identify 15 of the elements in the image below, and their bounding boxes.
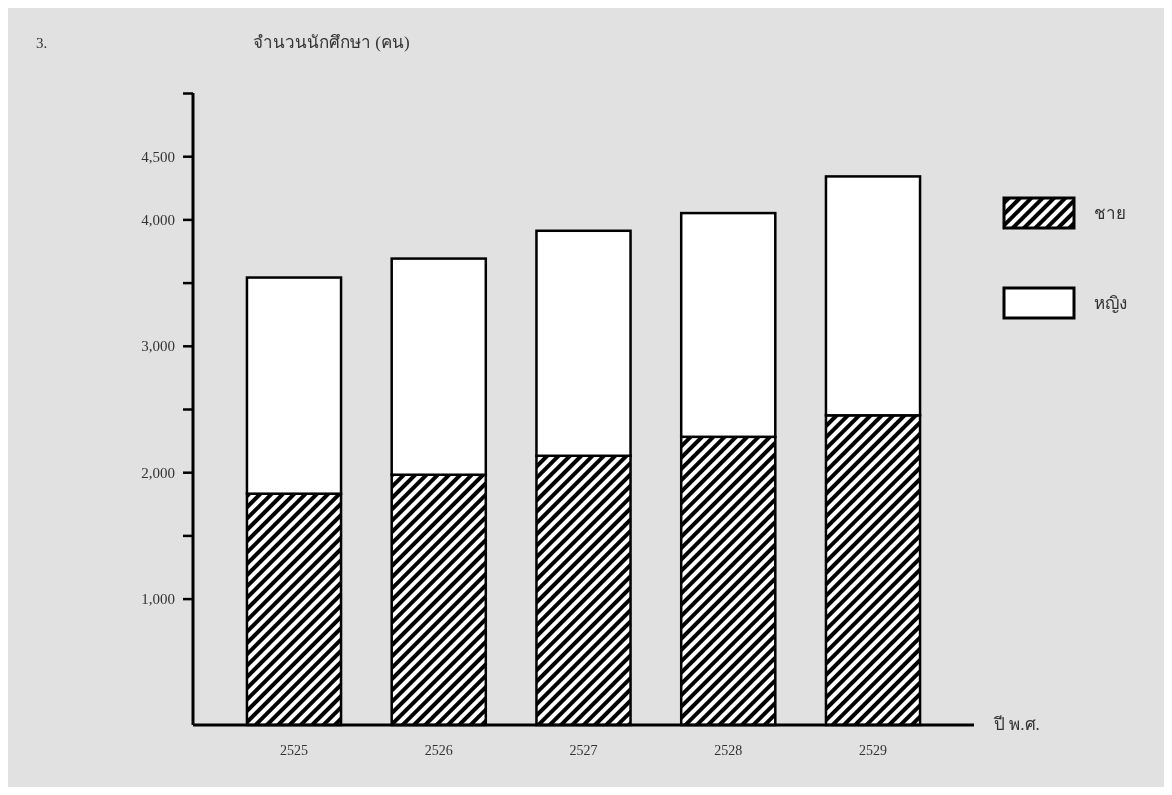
y-axis-title: จำนวนนักศึกษา (คน): [253, 33, 410, 52]
y-tick-label: 2,000: [141, 464, 175, 481]
x-tick-label: 2527: [569, 743, 598, 758]
legend-label: หญิง: [1094, 293, 1127, 313]
x-tick-label: 2528: [714, 743, 743, 758]
y-tick-label: 3,000: [141, 338, 175, 355]
x-tick-label: 2529: [859, 743, 887, 758]
x-axis-title: ปี พ.ศ.: [993, 715, 1040, 734]
y-tick-label: 4,500: [141, 148, 175, 165]
x-tick-label: 2525: [280, 743, 308, 758]
y-tick-label: 1,000: [141, 590, 175, 607]
text: 3.: [36, 35, 48, 51]
x-tick-label: 2526: [424, 743, 453, 758]
y-tick-label: 4,000: [141, 211, 175, 228]
legend-label: ชาย: [1094, 203, 1126, 223]
